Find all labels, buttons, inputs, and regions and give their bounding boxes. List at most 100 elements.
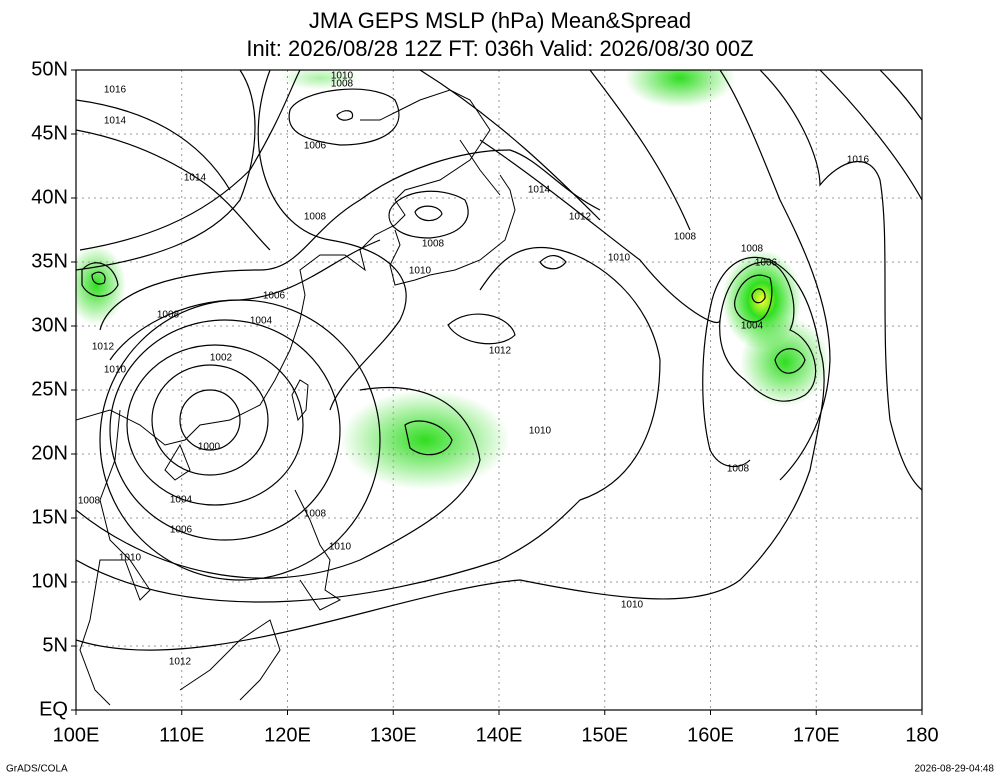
- contour-label: 1004: [170, 495, 193, 506]
- lon-label: 120E: [264, 724, 311, 746]
- contour-label: 1010: [331, 71, 354, 82]
- coast: [291, 379, 309, 422]
- contour-label: 1012: [489, 346, 512, 357]
- spread: [340, 390, 510, 490]
- contour-label: 1008: [727, 464, 750, 475]
- lat-label: 25N: [31, 378, 68, 400]
- spread: [76, 245, 126, 325]
- contour: [774, 348, 806, 374]
- contour: [179, 389, 241, 451]
- contour: [879, 70, 922, 121]
- lon-label: 130E: [370, 724, 417, 746]
- lon-label: 140E: [476, 724, 523, 746]
- contour-label: 1014: [528, 185, 551, 196]
- contour: [388, 190, 469, 239]
- contour: [589, 70, 691, 231]
- contour: [419, 70, 601, 221]
- contour: [257, 70, 407, 411]
- spread: [625, 70, 735, 108]
- contour-labels: 1016 1014 1010 1008 1006 1014 1008 1008 …: [78, 71, 870, 668]
- footer-right: 2026-08-29-04:48: [914, 764, 994, 775]
- contour: [76, 70, 256, 271]
- lon-label: 150E: [581, 724, 628, 746]
- contour: [109, 319, 341, 541]
- contour: [99, 149, 601, 331]
- axes: 50N 45N 40N 35N 30N 25N 20N 15N 10N 5N EQ 100E 110E 1…: [31, 58, 938, 746]
- lat-label: 35N: [31, 250, 68, 272]
- contour-label: 1008: [157, 310, 180, 321]
- contours: [76, 70, 922, 651]
- contour-label: 1006: [755, 258, 778, 269]
- contour: [719, 261, 817, 402]
- contour: [336, 110, 354, 121]
- coast: [294, 489, 341, 611]
- contour-label: 1006: [170, 525, 193, 536]
- contour-label: 1012: [569, 212, 592, 223]
- contour: [447, 313, 516, 345]
- contour: [414, 205, 443, 222]
- lon-label: 180: [905, 724, 938, 746]
- lat-label: 5N: [42, 634, 68, 656]
- contour-label: 1008: [331, 79, 354, 90]
- spread: [740, 317, 830, 407]
- contour-label: 1014: [184, 173, 207, 184]
- contour-label: 1010: [409, 266, 432, 277]
- title-line2: Init: 2026/08/28 12Z FT: 036h Valid: 202…: [246, 36, 753, 61]
- contour-label: 1010: [608, 253, 631, 264]
- contour: [151, 364, 269, 476]
- contour: [76, 129, 271, 251]
- contour: [91, 271, 106, 285]
- lat-label: 30N: [31, 314, 68, 336]
- contour: [719, 70, 831, 481]
- spread-shading: [76, 70, 830, 490]
- lon-label: 100E: [53, 724, 100, 746]
- title-line1: JMA GEPS MSLP (hPa) Mean&Spread: [309, 8, 691, 33]
- contour: [81, 262, 119, 297]
- contour-label: 1010: [119, 553, 142, 564]
- contour-label: 1008: [674, 232, 697, 243]
- contour: [734, 274, 773, 323]
- footer-left: GrADS/COLA: [6, 764, 68, 775]
- contour: [99, 299, 381, 581]
- contour: [288, 88, 400, 146]
- coast: [164, 443, 191, 481]
- contour-label: 1008: [78, 496, 101, 507]
- contour-label: 1008: [741, 244, 764, 255]
- contour-label: 1016: [847, 155, 870, 166]
- contour-label: 1008: [304, 509, 327, 520]
- contour-label: 1008: [304, 212, 327, 223]
- contour-label: 1000: [198, 442, 221, 453]
- lat-label: 45N: [31, 122, 68, 144]
- contour-label: 1010: [104, 365, 127, 376]
- contour: [76, 386, 481, 579]
- coast: [389, 174, 516, 286]
- contour-label: 1008: [422, 239, 445, 250]
- spread: [280, 70, 360, 90]
- contour-label: 1010: [529, 426, 552, 437]
- coast: [76, 89, 501, 446]
- contour-label: 1012: [169, 657, 192, 668]
- lat-label: 50N: [31, 58, 68, 80]
- contour: [404, 420, 453, 456]
- contour: [751, 288, 766, 304]
- contour-label: 1016: [104, 85, 127, 96]
- contour-label: 1010: [621, 600, 644, 611]
- contour-label: 1004: [250, 316, 273, 327]
- contour: [819, 70, 922, 201]
- contour: [79, 70, 301, 251]
- lon-label: 170E: [793, 724, 840, 746]
- contour-label: 1012: [92, 342, 115, 353]
- contour: [539, 255, 567, 270]
- lon-label: 110E: [159, 724, 204, 746]
- contour: [76, 99, 231, 191]
- contour: [126, 344, 304, 506]
- contour-label: 1002: [210, 353, 233, 364]
- lon-label: 160E: [687, 724, 734, 746]
- coast: [179, 619, 281, 701]
- contour: [109, 239, 381, 361]
- lat-label: 15N: [31, 506, 68, 528]
- contour-label: 1006: [304, 141, 327, 152]
- lat-label: 40N: [31, 186, 68, 208]
- lat-label: 20N: [31, 442, 68, 464]
